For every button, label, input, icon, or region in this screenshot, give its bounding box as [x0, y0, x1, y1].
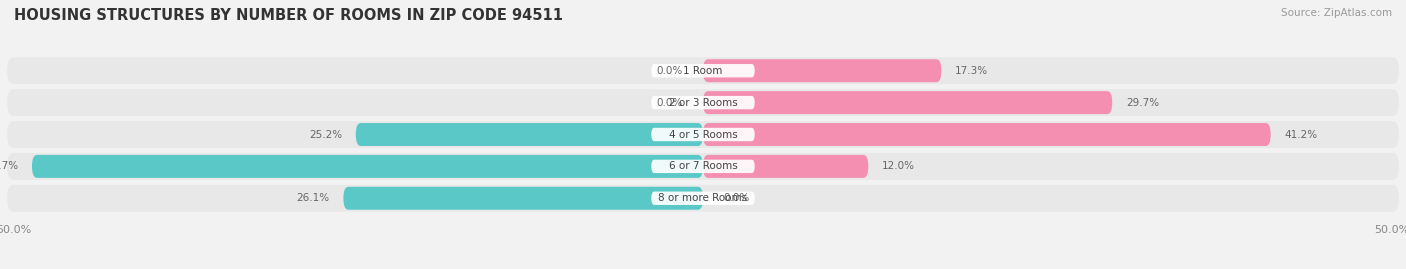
Text: 17.3%: 17.3%	[955, 66, 988, 76]
FancyBboxPatch shape	[356, 123, 703, 146]
FancyBboxPatch shape	[32, 155, 703, 178]
Text: 26.1%: 26.1%	[297, 193, 329, 203]
FancyBboxPatch shape	[7, 121, 1399, 148]
Text: HOUSING STRUCTURES BY NUMBER OF ROOMS IN ZIP CODE 94511: HOUSING STRUCTURES BY NUMBER OF ROOMS IN…	[14, 8, 562, 23]
Text: 6 or 7 Rooms: 6 or 7 Rooms	[669, 161, 737, 171]
Text: 29.7%: 29.7%	[1126, 98, 1159, 108]
FancyBboxPatch shape	[7, 185, 1399, 212]
Text: 25.2%: 25.2%	[309, 129, 342, 140]
Text: 0.0%: 0.0%	[724, 193, 749, 203]
FancyBboxPatch shape	[7, 153, 1399, 180]
FancyBboxPatch shape	[651, 64, 755, 77]
FancyBboxPatch shape	[703, 155, 869, 178]
Text: 4 or 5 Rooms: 4 or 5 Rooms	[669, 129, 737, 140]
Text: 0.0%: 0.0%	[657, 66, 682, 76]
Text: 41.2%: 41.2%	[1285, 129, 1317, 140]
FancyBboxPatch shape	[703, 59, 942, 82]
Text: Source: ZipAtlas.com: Source: ZipAtlas.com	[1281, 8, 1392, 18]
FancyBboxPatch shape	[343, 187, 703, 210]
Text: 2 or 3 Rooms: 2 or 3 Rooms	[669, 98, 737, 108]
FancyBboxPatch shape	[7, 89, 1399, 116]
Text: 0.0%: 0.0%	[657, 98, 682, 108]
Text: 48.7%: 48.7%	[0, 161, 18, 171]
FancyBboxPatch shape	[651, 192, 755, 205]
FancyBboxPatch shape	[651, 96, 755, 109]
FancyBboxPatch shape	[651, 160, 755, 173]
FancyBboxPatch shape	[651, 128, 755, 141]
Text: 1 Room: 1 Room	[683, 66, 723, 76]
Text: 12.0%: 12.0%	[882, 161, 915, 171]
FancyBboxPatch shape	[703, 123, 1271, 146]
FancyBboxPatch shape	[703, 91, 1112, 114]
FancyBboxPatch shape	[7, 57, 1399, 84]
Text: 8 or more Rooms: 8 or more Rooms	[658, 193, 748, 203]
